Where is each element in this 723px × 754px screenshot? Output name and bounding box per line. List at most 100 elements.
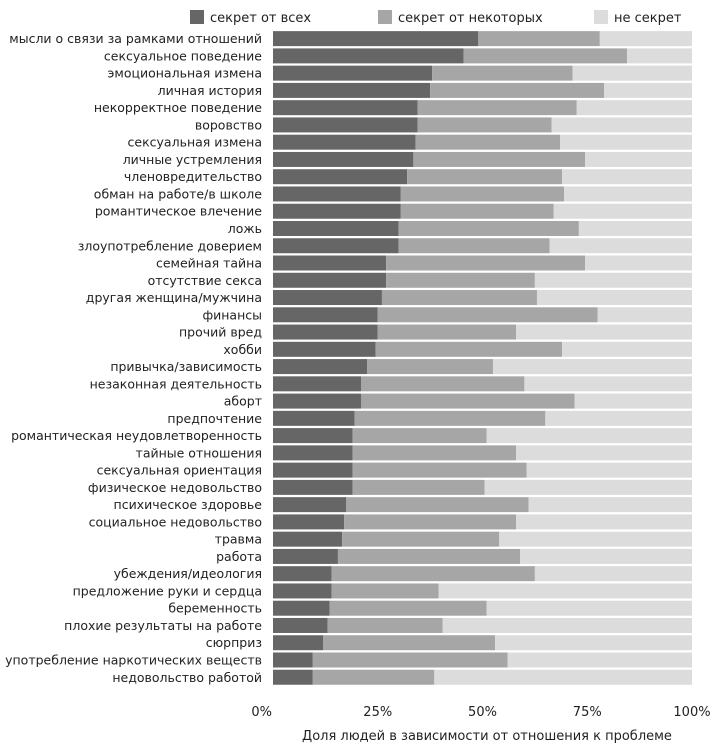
category-label-27: физическое недовольство bbox=[88, 480, 262, 495]
bar-segment-13-2 bbox=[398, 238, 550, 254]
bar-segment-32-3 bbox=[534, 566, 693, 582]
x-tick-label-2: 25% bbox=[363, 705, 392, 720]
bar-segment-34-1 bbox=[273, 600, 330, 616]
bar-segment-38-2 bbox=[312, 669, 435, 685]
category-label-21: незаконная деятельность bbox=[90, 376, 262, 391]
category-label-28: психическое здоровье bbox=[114, 497, 263, 512]
bar-segment-21-2 bbox=[360, 376, 525, 392]
bar-segment-11-2 bbox=[400, 203, 554, 219]
category-label-34: беременность bbox=[168, 601, 262, 616]
bar-segment-3-1 bbox=[273, 65, 433, 81]
bar-segment-18-2 bbox=[377, 324, 517, 340]
x-tick-label-3: 50% bbox=[468, 705, 497, 720]
bar-segment-5-3 bbox=[576, 100, 692, 116]
category-label-22: аборт bbox=[224, 394, 262, 409]
bar-segment-3-2 bbox=[432, 65, 573, 81]
bar-segment-1-3 bbox=[599, 31, 692, 47]
bar-segment-34-3 bbox=[486, 600, 692, 616]
legend: секрет от всех секрет от некоторых не секр… bbox=[190, 10, 682, 26]
bar-segment-36-3 bbox=[495, 635, 692, 651]
bar-segment-37-3 bbox=[507, 652, 692, 668]
bar-segment-14-2 bbox=[386, 255, 586, 271]
bar-segment-14-3 bbox=[585, 255, 692, 271]
category-label-24: романтическая неудовлетворенность bbox=[11, 428, 262, 443]
category-label-1: мысли о связи за рамками отношений bbox=[9, 31, 262, 46]
bar-segment-33-3 bbox=[438, 583, 692, 599]
bar-segment-2-2 bbox=[463, 48, 628, 64]
bar-segment-11-1 bbox=[273, 203, 401, 219]
bar-segment-29-3 bbox=[516, 514, 692, 530]
bar-segment-12-2 bbox=[398, 220, 579, 236]
bar-segment-1-1 bbox=[273, 31, 479, 47]
category-label-37: употребление наркотических веществ bbox=[5, 652, 262, 667]
bar-segment-16-3 bbox=[536, 290, 692, 306]
bar-segment-23-3 bbox=[545, 410, 692, 426]
bar-segment-4-3 bbox=[604, 82, 692, 98]
bar-segment-8-1 bbox=[273, 151, 414, 167]
bar-segment-28-3 bbox=[528, 497, 692, 513]
bar-segment-22-2 bbox=[360, 393, 575, 409]
category-label-6: воровство bbox=[195, 117, 262, 132]
bar-segment-14-1 bbox=[273, 255, 387, 271]
category-label-13: злоупотребление доверием bbox=[78, 238, 262, 253]
bar-segment-36-1 bbox=[273, 635, 324, 651]
category-label-4: личная история bbox=[158, 83, 262, 98]
bar-segment-26-1 bbox=[273, 462, 353, 478]
bar-segment-13-1 bbox=[273, 238, 399, 254]
category-label-19: хобби bbox=[223, 342, 262, 357]
bar-segment-28-1 bbox=[273, 497, 347, 513]
bar-segment-10-1 bbox=[273, 186, 401, 202]
x-tick-label-1: 0% bbox=[251, 705, 272, 720]
bar-segment-19-1 bbox=[273, 341, 376, 357]
category-label-10: обман на работе/в школе bbox=[94, 186, 262, 201]
bar-segment-20-3 bbox=[492, 359, 692, 375]
x-axis-title: Доля людей в зависимости от отношения к … bbox=[302, 729, 672, 744]
bar-segment-35-3 bbox=[442, 617, 692, 633]
bar-segment-17-2 bbox=[377, 307, 598, 323]
bar-segment-27-2 bbox=[352, 479, 485, 495]
bar-segment-28-2 bbox=[346, 497, 529, 513]
legend-label-3: не секрет bbox=[614, 11, 682, 26]
bar-segment-19-2 bbox=[375, 341, 563, 357]
category-label-38: недовольство работой bbox=[112, 670, 262, 685]
bar-segment-27-1 bbox=[273, 479, 353, 495]
bar-segment-26-3 bbox=[526, 462, 692, 478]
bar-segment-35-2 bbox=[327, 617, 443, 633]
bar-segment-17-3 bbox=[597, 307, 693, 323]
legend-label-1: секрет от всех bbox=[210, 11, 311, 26]
category-label-25: тайные отношения bbox=[136, 445, 262, 460]
category-label-32: убеждения/идеология bbox=[114, 566, 262, 581]
category-label-7: сексуальная измена bbox=[128, 135, 262, 150]
bar-segment-20-2 bbox=[367, 359, 493, 375]
bar-segment-31-3 bbox=[520, 548, 692, 564]
category-label-33: предложение руки и сердца bbox=[73, 583, 262, 598]
category-label-2: сексуальное поведение bbox=[104, 48, 262, 63]
bar-segment-12-3 bbox=[578, 220, 692, 236]
bar-segment-38-3 bbox=[434, 669, 692, 685]
bar-segment-31-2 bbox=[337, 548, 521, 564]
category-label-29: социальное недовольство bbox=[89, 514, 262, 529]
bar-segment-24-2 bbox=[352, 428, 487, 444]
category-label-36: сюрприз bbox=[206, 635, 262, 650]
legend-label-2: секрет от некоторых bbox=[398, 11, 543, 26]
bar-segment-33-1 bbox=[273, 583, 332, 599]
bar-segment-9-3 bbox=[562, 169, 692, 185]
bars bbox=[273, 31, 693, 685]
legend-swatch-2 bbox=[378, 10, 392, 24]
bar-segment-16-2 bbox=[381, 290, 537, 306]
bar-segment-33-2 bbox=[331, 583, 439, 599]
category-label-5: некорректное поведение bbox=[94, 100, 262, 115]
category-label-15: отсутствие секса bbox=[148, 273, 262, 288]
bar-segment-10-3 bbox=[564, 186, 692, 202]
bar-segment-34-2 bbox=[329, 600, 487, 616]
bar-segment-6-2 bbox=[417, 117, 552, 133]
bar-segment-32-2 bbox=[331, 566, 535, 582]
bar-segment-31-1 bbox=[273, 548, 338, 564]
bar-segment-2-1 bbox=[273, 48, 464, 64]
bar-segment-8-3 bbox=[585, 151, 692, 167]
bar-segment-30-2 bbox=[342, 531, 500, 547]
bar-segment-15-2 bbox=[386, 272, 535, 288]
bar-segment-20-1 bbox=[273, 359, 368, 375]
category-label-16: другая женщина/мужчина bbox=[86, 290, 262, 305]
